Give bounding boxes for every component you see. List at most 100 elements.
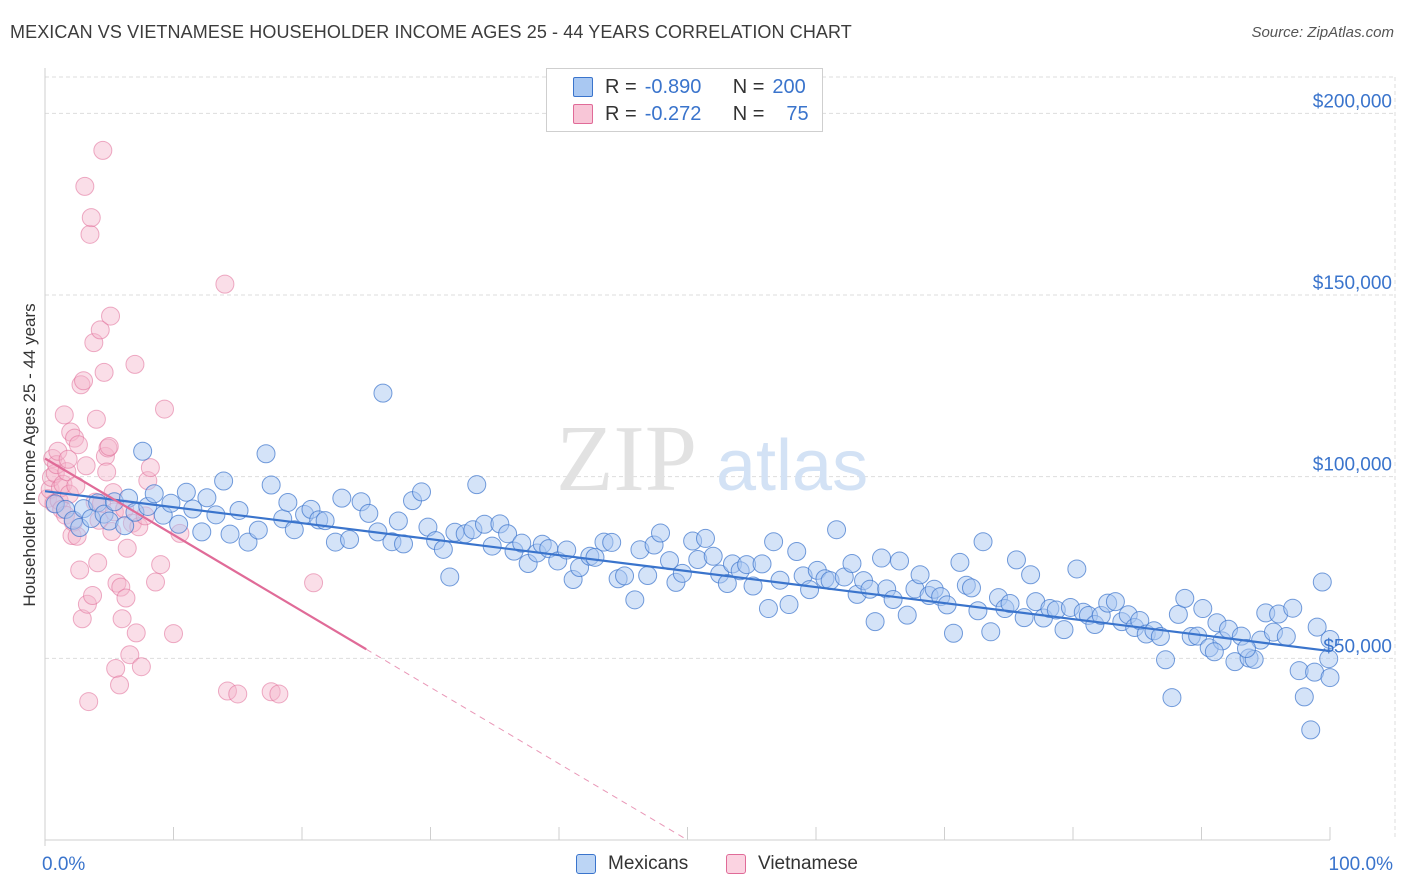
mexicans-point: [779, 595, 799, 615]
vietnamese-point: [93, 140, 113, 160]
mexicans-point: [1021, 565, 1041, 585]
mexicans-point: [688, 550, 708, 570]
mexicans-point: [373, 383, 393, 403]
bottom-legend-vietnamese: Vietnamese: [726, 852, 858, 876]
mexicans-point: [800, 580, 820, 600]
mexicans-point: [865, 612, 885, 632]
mexicans-point: [176, 482, 196, 502]
mexicans-point: [388, 511, 408, 531]
mexicans-point: [1000, 593, 1020, 613]
mexicans-point: [1162, 688, 1182, 708]
vietnamese-point: [131, 657, 151, 677]
vietnamese-point: [140, 458, 160, 478]
legend-n-label: N =: [732, 75, 765, 98]
mexicans-point: [1168, 604, 1188, 624]
vietnamese-point: [117, 538, 137, 558]
mexicans-trend-line: [44, 490, 1331, 653]
vietnamese-point: [101, 306, 121, 326]
vietnamese-point: [99, 437, 119, 457]
mexicans-point: [787, 542, 807, 562]
vietnamese-point: [86, 409, 106, 429]
mexicans-point: [842, 554, 862, 574]
legend-swatch-vietnamese: [573, 104, 593, 124]
vietnamese-point: [304, 573, 324, 593]
mexicans-point: [467, 475, 487, 495]
vietnamese-point: [126, 623, 146, 643]
mexicans-point: [943, 623, 963, 643]
legend-row-vietnamese: R = -0.272 N = 75: [573, 102, 809, 126]
vietnamese-point: [116, 588, 136, 608]
mexicans-point: [872, 548, 892, 568]
mexicans-point: [981, 622, 1001, 642]
vietnamese-point: [106, 659, 126, 679]
vietnamese-point: [215, 274, 235, 294]
vietnamese-point: [97, 462, 117, 482]
mexicans-point: [498, 524, 518, 544]
mexicans-point: [197, 488, 217, 508]
x-tick-label-min: 0.0%: [42, 854, 85, 875]
vietnamese-point: [111, 577, 131, 597]
mexicans-point: [883, 589, 903, 609]
vietnamese-point: [110, 675, 130, 695]
mexicans-point: [1301, 720, 1321, 740]
bottom-legend-mexicans: Mexicans: [576, 852, 688, 876]
mexicans-point: [1320, 668, 1340, 688]
y-tick-label: $50,000: [1323, 636, 1392, 657]
legend-row-mexicans: R = -0.890 N = 200: [573, 75, 806, 99]
mexicans-point: [1006, 550, 1026, 570]
vietnamese-point: [79, 692, 99, 712]
mexicans-point: [968, 601, 988, 621]
mexicans-point: [910, 565, 930, 585]
mexicans-point: [161, 493, 181, 513]
mexicans-point: [638, 565, 658, 585]
mexicans-point: [950, 552, 970, 572]
y-tick-label: $200,000: [1313, 91, 1392, 112]
mexicans-point: [1175, 588, 1195, 608]
vietnamese-point: [151, 555, 171, 575]
mexicans-point: [695, 528, 715, 548]
vietnamese-point: [68, 435, 88, 455]
vietnamese-point: [120, 645, 140, 665]
vietnamese-point: [54, 405, 74, 425]
legend-n-value-mexicans: 200: [772, 75, 806, 98]
mexicans-point: [770, 570, 790, 590]
vietnamese-point: [70, 560, 90, 580]
bottom-label-vietnamese: Vietnamese: [758, 853, 858, 874]
mexicans-point: [625, 590, 645, 610]
chart-title: MEXICAN VS VIETNAMESE HOUSEHOLDER INCOME…: [10, 22, 852, 42]
vietnamese-point: [261, 682, 281, 702]
vietnamese-point: [72, 609, 92, 629]
mexicans-point: [1067, 559, 1087, 579]
bottom-swatch-mexicans: [576, 854, 596, 874]
legend-r-label: R =: [605, 75, 637, 98]
vietnamese-point: [81, 208, 101, 228]
vietnamese-trend-extension: [365, 648, 688, 841]
mexicans-point: [1193, 599, 1213, 619]
mexicans-point: [961, 578, 981, 598]
y-tick-label: $150,000: [1313, 273, 1392, 294]
mexicans-point: [206, 505, 226, 525]
legend-n-label: N =: [732, 102, 765, 125]
mexicans-point: [433, 539, 453, 559]
mexicans-point: [359, 503, 379, 523]
tick-labels: $50,000 $100,000 $150,000 $200,000 0.0% 100.0…: [42, 91, 1393, 875]
legend-r-value-mexicans: -0.890: [644, 75, 702, 98]
mexicans-point: [340, 530, 360, 550]
x-tick-label-max: 100.0%: [1329, 854, 1394, 875]
mexicans-point: [1294, 687, 1314, 707]
vietnamese-point: [84, 333, 104, 353]
mexicans-point: [440, 567, 460, 587]
mexicans-point: [261, 475, 281, 495]
vietnamese-points: [38, 140, 324, 712]
mexicans-point: [220, 524, 240, 544]
vietnamese-point: [88, 553, 108, 573]
mexicans-point: [1150, 627, 1170, 647]
mexicans-point: [1283, 598, 1303, 618]
mexicans-point: [752, 554, 772, 574]
vietnamese-point: [76, 456, 96, 476]
mexicans-point: [743, 576, 763, 596]
bottom-label-mexicans: Mexicans: [608, 853, 689, 874]
correlation-legend: R = -0.890 N = 200 R = -0.272 N = 75: [546, 68, 823, 132]
mexicans-point: [248, 520, 268, 540]
